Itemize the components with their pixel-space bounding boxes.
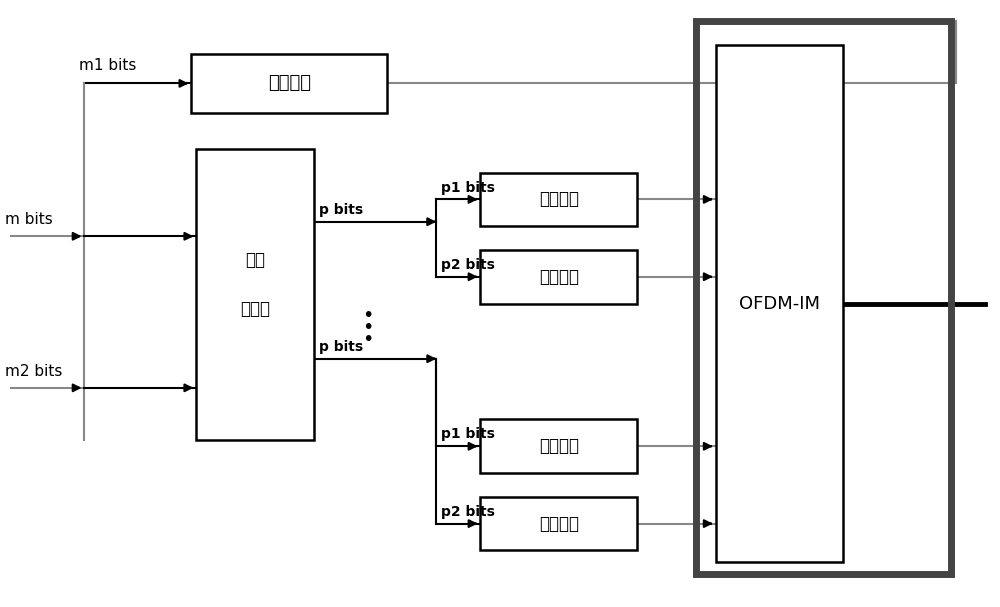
Text: •: • [362,306,373,325]
Text: •: • [362,318,373,337]
Text: 天线选择: 天线选择 [268,75,311,92]
Text: p2 bits: p2 bits [441,258,495,272]
Text: p1 bits: p1 bits [441,427,495,441]
Bar [196,149,314,440]
Text: p bits: p bits [319,340,363,354]
Bar [696,21,951,574]
Bar [191,53,387,113]
Bar [480,250,637,304]
Text: p1 bits: p1 bits [441,180,495,194]
Bar [716,45,843,562]
Text: 星座映射: 星座映射 [539,515,579,532]
Text: 星座映射: 星座映射 [539,268,579,286]
Text: 载波选择: 载波选择 [539,437,579,455]
Text: p bits: p bits [319,203,363,217]
Text: •: • [362,330,373,348]
Bar [480,497,637,551]
Text: m bits: m bits [5,212,53,227]
Text: 比特: 比特 [245,251,265,269]
Bar [480,172,637,226]
Text: 载波选择: 载波选择 [539,191,579,208]
Bar [480,419,637,473]
Text: m1 bits: m1 bits [79,58,136,73]
Text: p2 bits: p2 bits [441,504,495,519]
Text: OFDM-IM: OFDM-IM [739,294,820,313]
Text: 分离器: 分离器 [240,300,270,318]
Text: m2 bits: m2 bits [5,364,62,379]
